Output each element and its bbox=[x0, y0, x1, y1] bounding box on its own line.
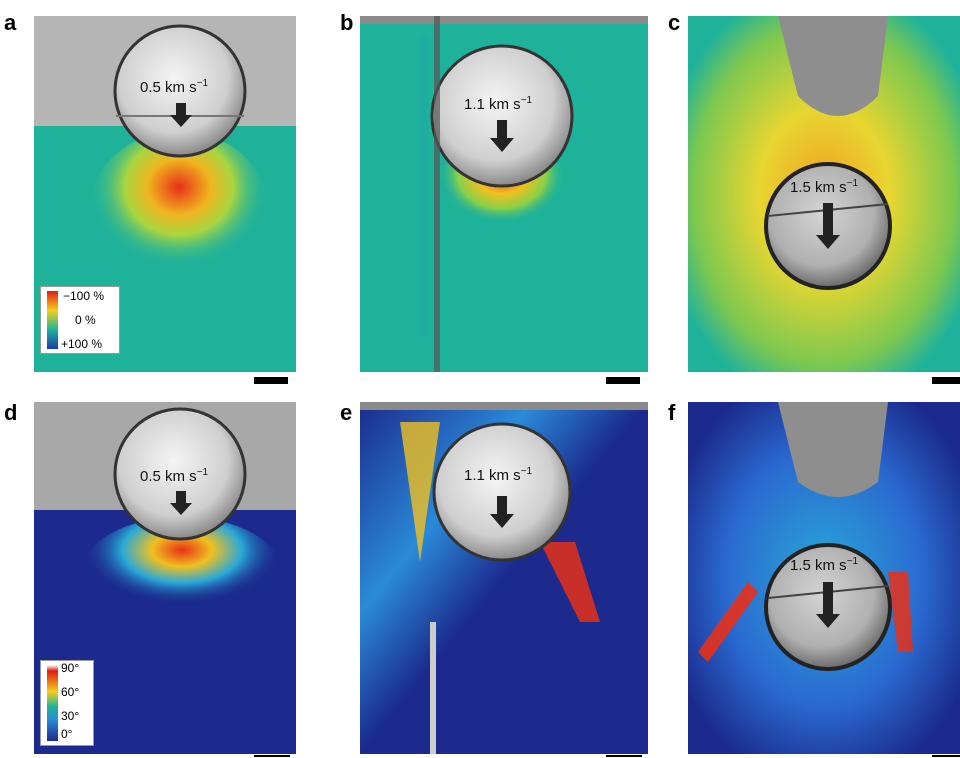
arrow-down-icon bbox=[490, 120, 514, 152]
legend-strain-bottom: +100 % bbox=[61, 337, 103, 351]
panel-label-a: a bbox=[4, 10, 17, 35]
arrow-down-icon bbox=[170, 491, 192, 515]
legend-strain-mid: 0 % bbox=[75, 313, 96, 327]
panel-label-c: c bbox=[668, 10, 681, 35]
legend-strain: −100 % 0 % +100 % bbox=[40, 286, 120, 354]
legend-angle: 90° 60° 30° 0° bbox=[40, 660, 94, 746]
panel-f-image bbox=[688, 402, 960, 754]
speed-label-b: 1.1 km s−1 bbox=[464, 95, 533, 113]
scale-bar-f bbox=[932, 755, 960, 757]
scale-bar-b bbox=[606, 377, 640, 384]
scale-bar-e bbox=[606, 755, 642, 757]
speed-label-a: 0.5 km s−1 bbox=[140, 78, 209, 96]
panel-e-image bbox=[360, 402, 648, 754]
panel-c-image bbox=[688, 16, 960, 372]
arrow-down-icon bbox=[170, 103, 192, 127]
speed-label-c: 1.5 km s−1 bbox=[790, 178, 859, 196]
scale-bar-c bbox=[932, 377, 960, 384]
speed-label-d: 0.5 km s−1 bbox=[140, 467, 209, 485]
arrow-down-icon bbox=[816, 582, 840, 628]
panel-label-e: e bbox=[340, 400, 353, 425]
scale-bar-a bbox=[254, 377, 288, 384]
arrow-down-icon bbox=[816, 203, 840, 249]
legend-strain-top: −100 % bbox=[63, 289, 105, 303]
legend-angle-0: 0° bbox=[61, 727, 73, 741]
panel-b-image bbox=[360, 16, 648, 372]
panel-label-d: d bbox=[4, 400, 18, 425]
panel-label-f: f bbox=[668, 400, 676, 425]
legend-angle-60: 60° bbox=[61, 685, 80, 699]
legend-angle-30: 30° bbox=[61, 709, 80, 723]
panel-label-b: b bbox=[340, 10, 354, 35]
speed-label-e: 1.1 km s−1 bbox=[464, 466, 533, 484]
legend-angle-90: 90° bbox=[61, 661, 80, 675]
speed-label-f: 1.5 km s−1 bbox=[790, 556, 859, 574]
panel-a-image bbox=[34, 16, 296, 372]
arrow-down-icon bbox=[490, 496, 514, 528]
scale-bar-d bbox=[254, 755, 290, 757]
